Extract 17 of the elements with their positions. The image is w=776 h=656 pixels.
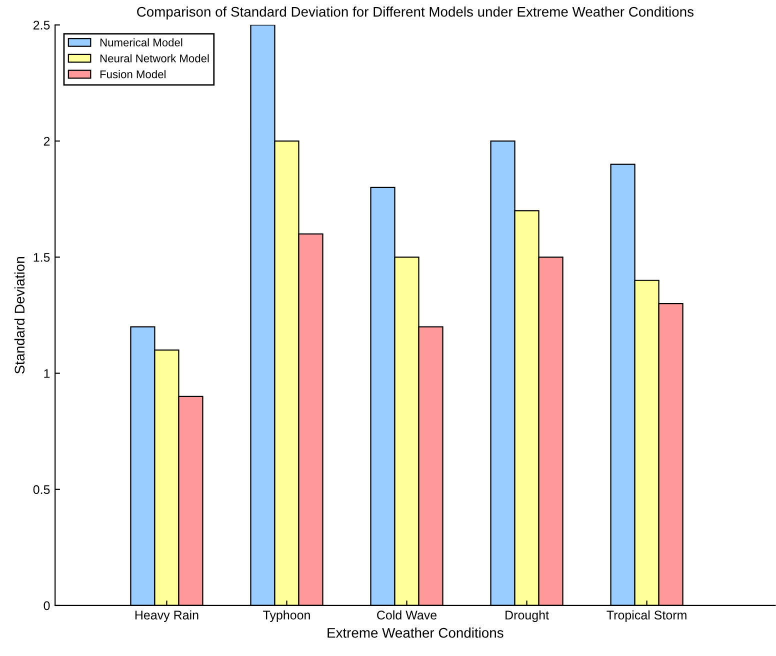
x-axis-title: Extreme Weather Conditions	[328, 628, 504, 638]
y-tick-label: 2.5	[33, 20, 50, 30]
x-tick-label: Heavy Rain	[135, 610, 198, 622]
y-tick-label: 0	[44, 601, 50, 610]
legend-label: Fusion Model	[100, 70, 166, 78]
x-tick-label: Tropical Storm	[606, 610, 686, 622]
legend-label: Neural Network Model	[100, 54, 209, 62]
x-tick-label: Drought	[506, 610, 549, 622]
x-tick-label: Typhoon	[263, 610, 310, 622]
legend-label: Numerical Model	[100, 38, 182, 46]
chart-title: Comparison of Standard Deviation for Different Models under Extreme Weather Conditions	[137, 6, 694, 20]
x-tick-label: Cold Wave	[377, 610, 437, 620]
y-axis-title: Standard Deviation	[14, 257, 25, 374]
y-tick-label: 1	[44, 369, 50, 378]
y-tick-label: 1.5	[34, 253, 50, 262]
y-tick-label: 2	[44, 136, 50, 146]
y-tick-label: 0.5	[33, 485, 50, 494]
